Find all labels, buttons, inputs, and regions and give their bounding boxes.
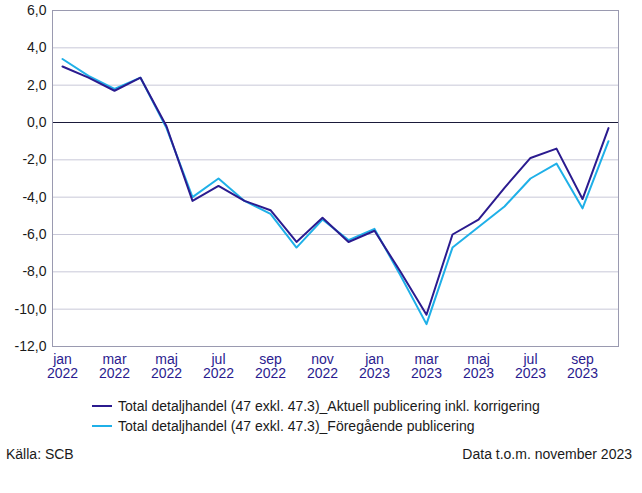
html-text:Total detaljhandel (47 exkl. 4: Total detaljhandel (47 exkl. 47.3)_Aktue…: [118, 398, 540, 414]
html-text:Total detaljhandel (47 exkl. 4: Total detaljhandel (47 exkl. 47.3)_Föreg…: [118, 418, 475, 434]
svg-text:jul2023: jul2023: [515, 351, 546, 381]
svg-text:mar2022: mar2022: [99, 351, 130, 381]
svg-text:jan2022: jan2022: [47, 351, 78, 381]
svg-text:nov2022: nov2022: [307, 351, 338, 381]
svg-text:sep2022: sep2022: [255, 351, 286, 381]
svg-text:jul2022: jul2022: [203, 351, 234, 381]
svg-text:-8,0: -8,0: [22, 263, 46, 279]
html-text:Källa: SCB: Källa: SCB: [6, 446, 74, 462]
svg-text:0,0: 0,0: [27, 114, 47, 130]
svg-text:-10,0: -10,0: [15, 301, 47, 317]
svg-text:-4,0: -4,0: [22, 189, 46, 205]
html-text:Data t.o.m. november 2023: Data t.o.m. november 2023: [462, 446, 632, 462]
svg-text:6,0: 6,0: [27, 2, 47, 18]
svg-text:jan2023: jan2023: [359, 351, 390, 381]
svg-text:sep2023: sep2023: [567, 351, 598, 381]
svg-text:mar2023: mar2023: [411, 351, 442, 381]
svg-text:-2,0: -2,0: [22, 151, 46, 167]
svg-text:4,0: 4,0: [27, 39, 47, 55]
svg-text:-12,0: -12,0: [15, 338, 47, 354]
svg-text:maj2022: maj2022: [151, 351, 182, 381]
svg-text:-6,0: -6,0: [22, 226, 46, 242]
svg-text:maj2023: maj2023: [463, 351, 494, 381]
svg-text:2,0: 2,0: [27, 77, 47, 93]
